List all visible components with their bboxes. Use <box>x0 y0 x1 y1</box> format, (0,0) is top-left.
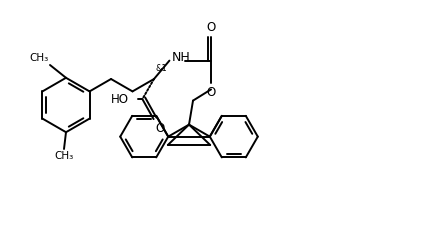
Text: O: O <box>155 122 165 135</box>
Text: HO: HO <box>110 93 128 105</box>
Text: O: O <box>206 86 216 99</box>
Text: &1: &1 <box>156 64 168 73</box>
Text: CH₃: CH₃ <box>29 53 48 62</box>
Text: O: O <box>206 21 216 34</box>
Text: NH: NH <box>171 51 190 64</box>
Text: CH₃: CH₃ <box>54 151 74 161</box>
